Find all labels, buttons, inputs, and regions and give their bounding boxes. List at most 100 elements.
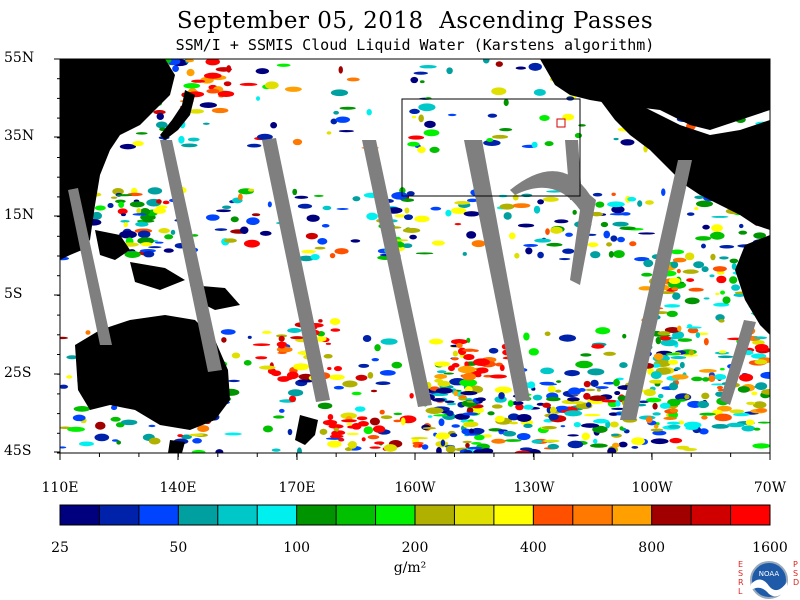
cloud-blob <box>221 337 227 343</box>
cloud-blob <box>341 419 357 423</box>
cloud-blob <box>410 437 429 440</box>
cloud-blob <box>177 434 184 438</box>
cloud-blob <box>351 391 362 396</box>
cloud-blob <box>653 353 664 361</box>
cloud-blob <box>486 137 494 142</box>
cloud-blob <box>230 216 239 223</box>
cloud-blob <box>120 213 127 217</box>
cloud-blob <box>346 422 353 426</box>
cloud-blob <box>549 406 557 414</box>
cloud-blob <box>544 331 551 337</box>
cloud-blob <box>327 414 334 421</box>
cloud-blob <box>603 351 616 356</box>
cloud-blob <box>611 205 625 214</box>
cloud-blob <box>619 226 636 230</box>
cloud-blob <box>293 363 310 371</box>
cloud-blob <box>585 402 592 408</box>
cloud-blob <box>670 261 679 269</box>
cloud-blob <box>731 284 741 291</box>
cloud-blob <box>440 439 446 447</box>
alaska-land <box>540 59 770 130</box>
new-zealand-land <box>295 415 318 445</box>
australia-land <box>75 315 230 430</box>
colorbar-swatch <box>651 505 692 525</box>
colorbar-swatch <box>612 505 653 525</box>
cloud-blob <box>284 86 302 92</box>
cloud-blob <box>367 372 374 379</box>
cloud-blob <box>354 406 366 412</box>
cloud-blob <box>720 290 726 295</box>
cloud-blob <box>669 437 683 444</box>
cloud-blob <box>85 330 91 335</box>
cloud-blob <box>738 223 744 229</box>
cloud-blob <box>761 388 770 395</box>
cloud-blob <box>716 275 727 284</box>
cloud-blob <box>318 319 323 323</box>
cloud-blob <box>247 335 252 339</box>
cloud-blob <box>738 230 748 235</box>
cloud-blob <box>369 417 380 426</box>
logo-letter: S <box>738 569 744 578</box>
cloud-blob <box>521 193 533 198</box>
cloud-blob <box>672 292 681 300</box>
cloud-blob <box>223 238 237 243</box>
south-america-land <box>735 235 770 335</box>
cloud-blob <box>547 443 560 450</box>
cloud-blob <box>333 110 339 115</box>
cloud-blob <box>754 359 768 365</box>
cloud-blob <box>537 251 544 259</box>
cloud-blob <box>401 198 415 202</box>
cloud-blob <box>355 374 368 381</box>
cloud-blob <box>548 413 560 421</box>
cloud-blob <box>550 226 563 234</box>
cloud-blob <box>629 241 637 247</box>
noaa-logo-icon: NOAA <box>750 561 788 599</box>
cloud-blob <box>215 449 224 453</box>
colorbar-label: 200 <box>401 540 429 556</box>
cloud-blob <box>433 414 449 417</box>
cloud-blob <box>221 205 232 210</box>
cloud-blob <box>117 208 128 215</box>
cloud-blob <box>631 437 645 445</box>
cloud-blob <box>423 129 440 137</box>
cloud-blob <box>450 433 458 438</box>
cloud-blob <box>277 351 287 355</box>
cloud-blob <box>255 68 270 75</box>
cloud-blob <box>403 214 414 221</box>
cloud-blob <box>119 143 137 150</box>
cloud-blob <box>188 109 204 114</box>
cloud-blob <box>666 310 678 318</box>
cloud-blob <box>539 115 550 122</box>
cloud-blob <box>523 332 530 341</box>
colorbar-label: 800 <box>638 540 666 556</box>
cloud-blob <box>733 293 746 297</box>
cloud-blob <box>592 438 598 444</box>
cloud-blob <box>664 304 681 308</box>
tasmania-land <box>168 440 185 453</box>
cloud-blob <box>414 215 430 223</box>
cloud-blob <box>79 441 94 447</box>
cloud-blob <box>564 410 583 417</box>
cloud-blob <box>417 146 426 154</box>
cloud-blob <box>719 244 735 249</box>
cloud-blob <box>431 240 445 246</box>
cloud-blob <box>702 224 710 230</box>
cloud-blob <box>186 68 195 77</box>
cloud-blob <box>203 72 222 79</box>
cloud-blob <box>572 209 577 215</box>
colorbar-label: 50 <box>169 540 188 556</box>
land-masses <box>60 59 770 453</box>
cloud-blob <box>188 433 204 437</box>
cloud-blob <box>668 359 678 365</box>
cloud-blob <box>731 262 737 270</box>
cloud-blob <box>497 429 508 432</box>
cloud-blob <box>205 59 220 66</box>
cloud-blob <box>638 400 649 404</box>
cloud-blob <box>491 134 509 139</box>
cloud-blob <box>322 205 332 211</box>
colorbar-label: 1600 <box>752 540 788 556</box>
cloud-blob <box>297 203 313 209</box>
cloud-blob <box>409 234 417 240</box>
cloud-blob <box>413 71 429 75</box>
